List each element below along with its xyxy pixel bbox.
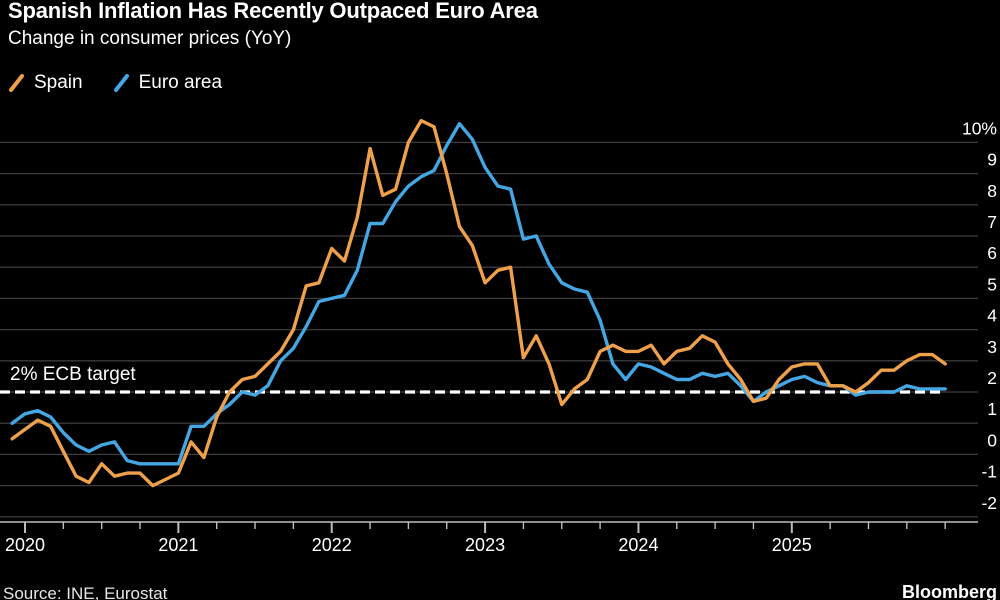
line-swatch-stroke — [113, 74, 129, 92]
source-attribution: Source: INE, Eurostat — [3, 584, 168, 600]
chart-title: Spanish Inflation Has Recently Outpaced … — [8, 0, 538, 23]
y-axis-tick-label: 3 — [987, 337, 997, 357]
line-swatch-icon — [113, 74, 129, 92]
y-axis-tick-label: 2 — [987, 368, 997, 388]
y-axis-tick-label: 8 — [987, 181, 997, 201]
legend: Spain Euro area — [8, 72, 222, 94]
bloomberg-logo: Bloomberg — [901, 582, 997, 600]
chart-subtitle: Change in consumer prices (YoY) — [8, 28, 292, 49]
y-axis-tick-label: 6 — [987, 243, 997, 263]
x-axis-year-label: 2025 — [772, 535, 812, 555]
x-axis-year-label: 2021 — [158, 535, 198, 555]
series-line-euro-area — [10, 121, 947, 466]
y-axis-tick-label: 10% — [962, 118, 997, 138]
legend-item-spain: Spain — [8, 72, 83, 94]
x-axis-year-label: 2022 — [312, 535, 352, 555]
y-axis-tick-label: 9 — [987, 150, 997, 170]
line-swatch-stroke — [9, 74, 24, 92]
ecb-target-label: 2% ECB target — [10, 364, 136, 385]
x-axis-year-label: 2024 — [618, 535, 658, 555]
legend-label: Spain — [34, 72, 83, 93]
legend-label: Euro area — [138, 72, 223, 93]
y-axis-tick-label: 1 — [987, 399, 997, 419]
y-axis-tick-label: -1 — [981, 462, 997, 482]
x-axis-year-label: 2023 — [465, 535, 505, 555]
y-axis-tick-label: 5 — [987, 274, 997, 294]
x-axis-year-label: 2020 — [5, 535, 45, 555]
y-axis-tick-label: 0 — [987, 430, 997, 450]
series-line-spain — [10, 118, 947, 488]
legend-item-euro-area: Euro area — [113, 72, 222, 94]
y-axis-tick-label: 4 — [987, 306, 997, 326]
line-swatch-icon — [9, 74, 24, 92]
y-axis-tick-label: -2 — [981, 493, 997, 513]
y-axis-tick-label: 7 — [987, 212, 997, 232]
